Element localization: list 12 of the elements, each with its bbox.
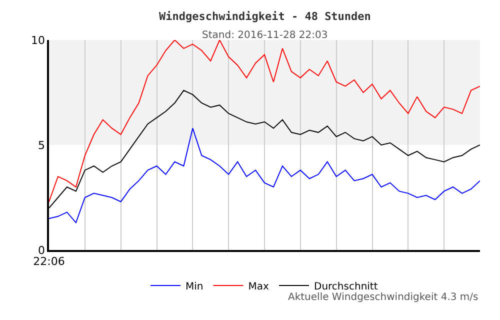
chart-title: Windgeschwindigkeit - 48 Stunden xyxy=(159,10,371,23)
chart-subtitle: Stand: 2016-11-28 22:03 xyxy=(202,30,328,41)
line-series xyxy=(49,128,480,224)
y-tick-label: 10 xyxy=(31,34,46,47)
legend-label: Min xyxy=(186,281,204,292)
legend-label: Max xyxy=(248,281,270,292)
x-tick-label: 22:06 xyxy=(33,254,65,268)
legend-label: Durchschnitt xyxy=(314,281,378,292)
text: Aktuelle Windgeschwindigkeit 4.3 m/s xyxy=(288,292,478,303)
y-tick-label: 5 xyxy=(38,138,46,152)
y-tick-label: 0 xyxy=(38,244,46,257)
line-series xyxy=(49,40,480,202)
